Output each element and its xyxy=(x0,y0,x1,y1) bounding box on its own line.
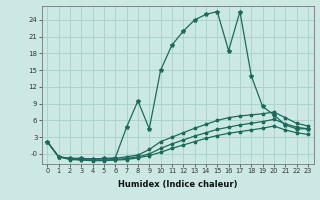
X-axis label: Humidex (Indice chaleur): Humidex (Indice chaleur) xyxy=(118,180,237,189)
